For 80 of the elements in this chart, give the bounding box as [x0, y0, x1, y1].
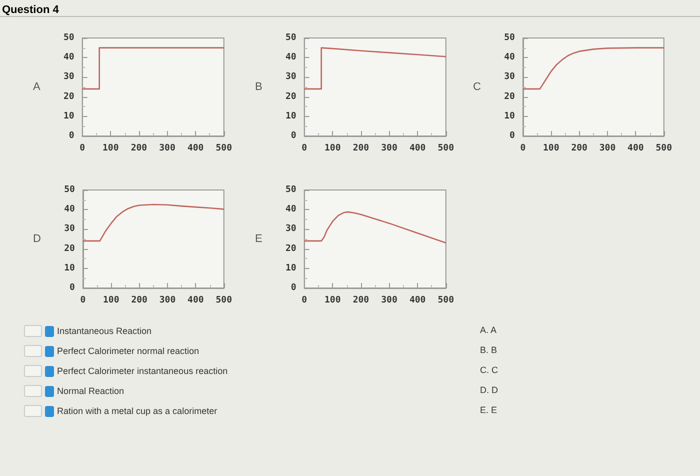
- line-series: [304, 211, 447, 244]
- x-tick-label: 500: [216, 296, 232, 306]
- text: C. C: [480, 365, 498, 375]
- text: Instantaneous Reaction: [57, 326, 152, 336]
- y-tick-label: 30: [504, 72, 515, 82]
- text: Question 4: [2, 4, 59, 16]
- x-tick-label: 200: [352, 296, 370, 306]
- y-tick-label: 10: [285, 263, 296, 274]
- text: D. D: [480, 385, 498, 395]
- y-tick-label: 50: [285, 185, 296, 195]
- y-axis-title: E: [254, 233, 262, 245]
- x-tick-label: 300: [381, 144, 398, 154]
- y-tick-label: 30: [285, 224, 296, 234]
- x-tick-label: 100: [324, 144, 341, 154]
- x-tick-label: 300: [381, 296, 398, 306]
- y-tick-label: 30: [63, 72, 74, 82]
- y-tick-label: 40: [285, 52, 296, 63]
- y-tick-label: 10: [285, 111, 296, 122]
- y-axis-title: D: [32, 233, 41, 245]
- x-tick-label: 200: [131, 296, 148, 306]
- x-tick-label: 500: [438, 296, 454, 306]
- x-tick-label: 200: [571, 144, 588, 154]
- x-tick-label: 100: [324, 296, 341, 306]
- x-tick-label: 300: [599, 144, 616, 154]
- y-tick-label: 50: [64, 185, 75, 195]
- x-tick-label: 400: [628, 144, 644, 154]
- y-tick-label: 50: [63, 33, 74, 43]
- line-series: [304, 47, 447, 90]
- y-tick-label: 0: [290, 131, 296, 141]
- y-tick-label: 20: [504, 92, 515, 102]
- x-tick-label: 0: [302, 296, 308, 306]
- text: Ration with a metal cup as a calorimeter: [57, 406, 218, 416]
- line-series: [82, 204, 225, 242]
- x-tick-label: 100: [102, 144, 119, 154]
- x-tick-label: 400: [409, 296, 426, 306]
- y-tick-label: 20: [285, 92, 296, 102]
- y-tick-label: 10: [504, 111, 515, 122]
- y-tick-label: 30: [64, 224, 75, 234]
- y-tick-label: 40: [504, 52, 515, 63]
- y-tick-label: 20: [285, 244, 296, 254]
- text: Perfect Calorimeter instantaneous reaction: [57, 366, 228, 376]
- x-tick-label: 400: [187, 144, 204, 154]
- y-tick-label: 20: [63, 92, 74, 102]
- text: E. E: [480, 405, 498, 415]
- x-tick-label: 100: [102, 296, 120, 306]
- y-axis-title: C: [472, 81, 481, 93]
- y-tick-label: 10: [64, 263, 75, 274]
- y-tick-label: 0: [70, 283, 75, 293]
- x-tick-label: 0: [520, 144, 526, 154]
- x-tick-label: 500: [216, 144, 232, 154]
- text: A. A: [480, 325, 497, 335]
- x-tick-label: 0: [302, 144, 308, 154]
- x-tick-label: 300: [159, 296, 176, 306]
- x-tick-label: 500: [438, 144, 454, 154]
- y-tick-label: 50: [504, 33, 515, 43]
- y-tick-label: 50: [285, 33, 296, 43]
- x-tick-label: 200: [130, 144, 148, 154]
- y-tick-label: 0: [510, 131, 515, 141]
- y-tick-label: 30: [285, 72, 296, 82]
- line-series: [522, 47, 665, 90]
- x-tick-label: 500: [656, 144, 672, 154]
- x-tick-label: 300: [159, 144, 176, 154]
- x-tick-label: 400: [188, 296, 204, 306]
- y-tick-label: 40: [63, 52, 74, 63]
- y-axis-title: A: [32, 81, 41, 93]
- x-tick-label: 200: [352, 144, 370, 154]
- x-tick-label: 100: [542, 144, 560, 154]
- y-tick-label: 10: [63, 111, 74, 122]
- y-tick-label: 0: [68, 131, 74, 141]
- text: Perfect Calorimeter normal reaction: [57, 346, 200, 356]
- text: Normal Reaction: [57, 386, 124, 396]
- x-tick-label: 0: [80, 144, 86, 154]
- x-tick-label: 400: [409, 144, 426, 154]
- y-tick-label: 20: [64, 244, 75, 254]
- y-axis-title: B: [254, 81, 262, 93]
- y-tick-label: 40: [64, 204, 75, 215]
- text: B. B: [480, 345, 498, 355]
- y-tick-label: 0: [290, 283, 296, 293]
- x-tick-label: 0: [80, 296, 86, 306]
- y-tick-label: 40: [285, 204, 296, 215]
